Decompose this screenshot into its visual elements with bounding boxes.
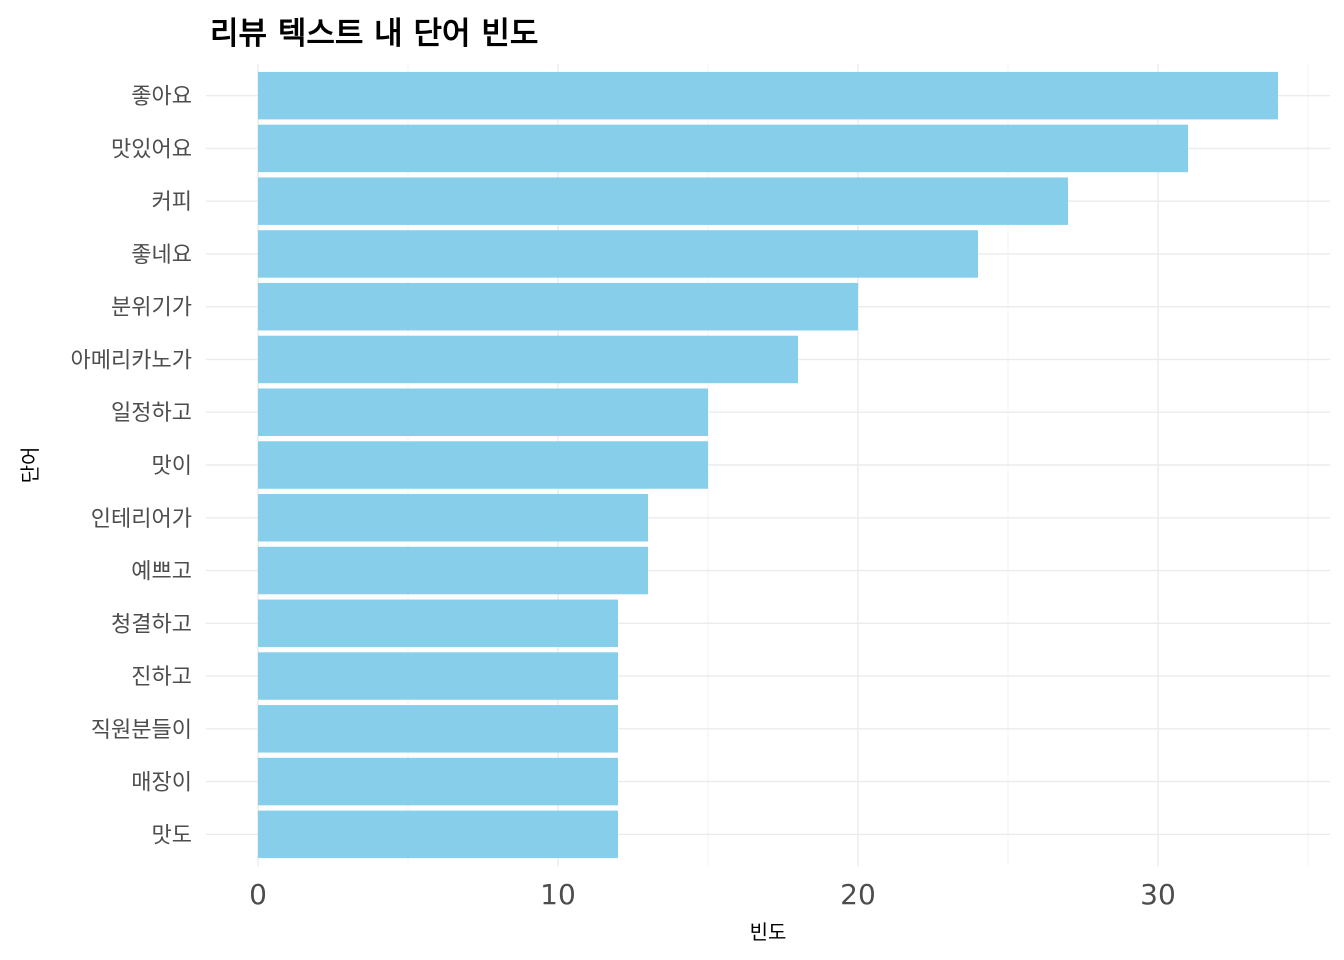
y-tick-label: 예쁘고 [131,560,192,585]
bar [258,441,708,489]
y-tick-label: 아메리카노가 [71,348,192,373]
bar [258,757,618,806]
bar [258,230,978,278]
y-tick-label: 분위기가 [111,296,192,321]
y-tick-label: 매장이 [131,771,192,796]
bar [258,388,708,436]
x-tick-labels: 0 10 20 30 [249,878,1176,911]
bar [258,335,798,384]
bars [258,71,1278,859]
y-axis-label: 단어 [18,447,42,484]
y-tick-label: 직원분들이 [91,718,192,743]
chart-title: 리뷰 텍스트 내 단어 빈도 [210,16,539,52]
y-tick-label: 맛이 [152,454,192,479]
bar [258,599,618,648]
x-tick-label: 20 [840,878,876,911]
bar [258,546,648,595]
y-tick-label: 맛있어요 [111,137,192,162]
bar [258,282,858,331]
bar [258,71,1278,120]
y-tick-label: 청결하고 [111,612,192,637]
y-tick-label: 커피 [152,190,192,215]
x-tick-label: 0 [249,878,267,911]
x-tick-label: 10 [540,878,576,911]
bar [258,810,618,859]
bar [258,494,648,542]
y-tick-labels: 좋아요맛있어요커피좋네요분위기가아메리카노가일정하고맛이인테리어가예쁘고청결하고… [71,85,192,849]
y-tick-label: 좋아요 [131,85,192,110]
y-tick-label: 일정하고 [111,401,192,426]
bar [258,652,618,700]
y-tick-label: 진하고 [131,665,192,690]
bar [258,124,1188,173]
x-axis-label: 빈도 [750,920,787,944]
y-tick-label: 좋네요 [131,243,192,268]
y-tick-label: 맛도 [152,823,192,848]
x-tick-label: 30 [1140,878,1176,911]
y-tick-label: 인테리어가 [91,507,192,532]
bar [258,705,618,753]
bar [258,177,1068,225]
